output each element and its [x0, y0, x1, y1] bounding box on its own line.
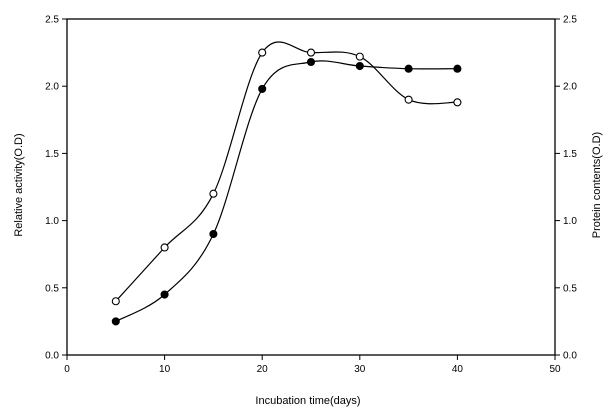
open-series-point: [209, 189, 218, 198]
filled-series-point: [160, 290, 169, 299]
ticks: 0 10 20 30 40 500.00.51.01.52.02.50.00.51.01.…: [45, 15, 577, 376]
x-tick-label: 0: [64, 364, 70, 375]
filled-series-point: [111, 317, 120, 326]
plot-frame: [66, 18, 556, 356]
x-tick-label: 10: [159, 364, 171, 375]
y-tick-label-right: 2.0: [563, 82, 577, 93]
y-tick-label-left: 1.5: [45, 149, 59, 160]
x-tick-label: 20: [257, 364, 269, 375]
y-tick-label-left: 1.0: [45, 216, 59, 227]
filled-series-point: [404, 64, 413, 73]
filled-series-point: [209, 229, 218, 239]
open-series-point: [404, 95, 413, 104]
y-tick-label-right: 0.0: [563, 351, 577, 362]
series-layer: [111, 41, 462, 326]
open-series-point: [306, 48, 316, 57]
x-tick-label: 50: [549, 364, 561, 375]
axes: [66, 18, 556, 356]
filled-series-point: [306, 57, 316, 67]
open-series-point: [355, 52, 364, 61]
y-tick-label-left: 0.5: [45, 283, 59, 294]
y-tick-label-right: 1.0: [563, 216, 577, 227]
x-axis-title: Incubation time(days): [255, 395, 360, 407]
y-tick-label-left: 2.0: [45, 82, 59, 93]
open-series-point: [111, 297, 120, 306]
y-tick-label-left: 0.0: [45, 351, 59, 362]
y-axis-title-left: Relative activity(O.D): [13, 133, 25, 236]
open-series-point: [453, 98, 462, 107]
filled-series-point: [355, 61, 364, 71]
open-series-point: [258, 48, 267, 57]
y-tick-label-left: 2.5: [45, 15, 59, 26]
filled-series-line: [115, 60, 458, 322]
y-tick-label-right: 1.5: [563, 149, 577, 160]
y-tick-label-right: 2.5: [563, 15, 577, 26]
x-tick-label: 30: [354, 364, 366, 375]
filled-series-point: [258, 84, 267, 93]
filled-series-point: [453, 64, 462, 73]
open-series-line: [115, 41, 458, 302]
open-series-point: [160, 243, 169, 252]
y-tick-label-right: 0.5: [563, 283, 577, 294]
x-tick-label: 40: [452, 364, 464, 375]
y-axis-title-right: Protein contents(O.D): [591, 132, 603, 238]
